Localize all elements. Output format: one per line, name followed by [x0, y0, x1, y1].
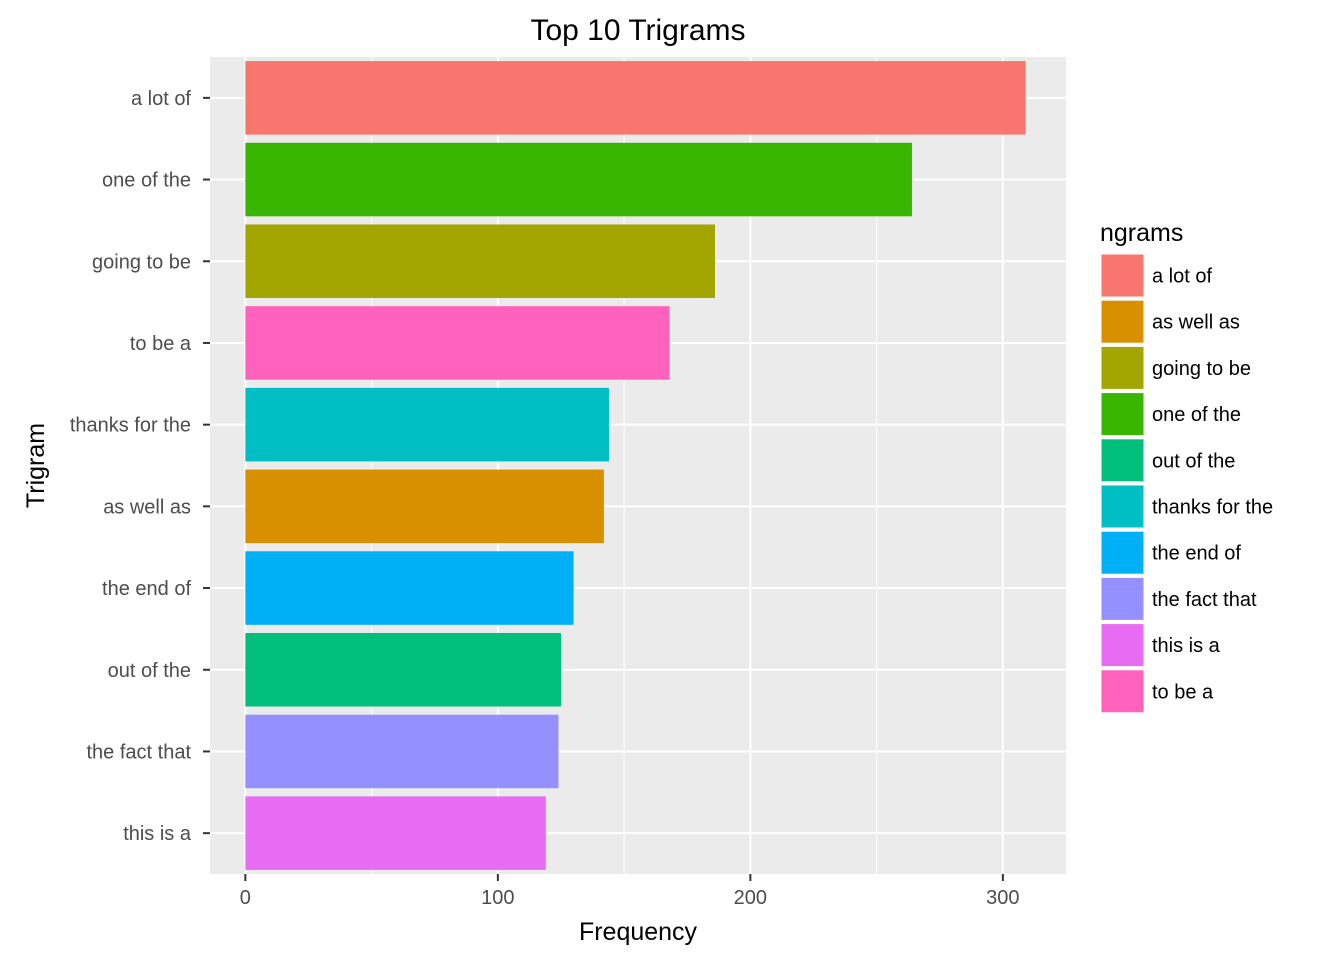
chart-title: Top 10 Trigrams	[530, 14, 745, 47]
legend-label: as well as	[1152, 312, 1240, 334]
x-tick-label: 300	[986, 887, 1019, 909]
y-axis: a lot of one of the going to be to be a than…	[70, 88, 210, 845]
legend-title: ngrams	[1100, 219, 1183, 247]
bar	[245, 387, 609, 462]
y-tick-label: out of the	[108, 660, 191, 682]
legend: ngrams a lot of as well as going to be one …	[1100, 219, 1273, 714]
y-axis-title: Trigram	[22, 423, 50, 508]
x-axis: 0 100 200 300	[240, 874, 1020, 909]
legend-label: to be a	[1152, 681, 1214, 703]
y-tick-label: as well as	[103, 496, 191, 518]
bars	[245, 61, 1026, 870]
bar	[245, 714, 559, 789]
x-axis-title: Frequency	[579, 918, 698, 946]
legend-swatch	[1100, 438, 1145, 483]
bar	[245, 632, 561, 707]
x-tick-label: 200	[734, 887, 767, 909]
legend-swatch	[1100, 669, 1145, 714]
legend-swatch	[1100, 576, 1145, 621]
legend-swatch	[1100, 392, 1145, 437]
legend-swatch	[1100, 253, 1145, 298]
legend-label: a lot of	[1152, 266, 1212, 288]
bar	[245, 61, 1026, 135]
y-tick-label: going to be	[92, 251, 191, 273]
bar	[245, 306, 670, 380]
legend-swatch	[1100, 530, 1145, 575]
legend-swatch	[1100, 484, 1145, 529]
y-tick-label: the fact that	[86, 741, 191, 763]
bar	[245, 551, 574, 625]
y-tick-label: the end of	[102, 578, 191, 600]
legend-swatch	[1100, 299, 1145, 344]
y-tick-label: thanks for the	[70, 415, 191, 437]
y-tick-label: a lot of	[131, 88, 191, 110]
y-tick-label: to be a	[130, 333, 192, 355]
legend-label: the end of	[1152, 543, 1241, 565]
legend-label: going to be	[1152, 358, 1251, 380]
legend-swatch	[1100, 345, 1145, 390]
bar	[245, 142, 912, 217]
legend-label: the fact that	[1152, 589, 1257, 611]
bar	[245, 469, 604, 544]
bar	[245, 224, 716, 299]
legend-label: thanks for the	[1152, 497, 1273, 519]
legend-swatch	[1100, 623, 1145, 668]
bar	[245, 796, 546, 870]
y-tick-label: one of the	[102, 170, 191, 192]
x-tick-label: 0	[240, 887, 251, 909]
legend-label: out of the	[1152, 450, 1235, 472]
x-tick-label: 100	[481, 887, 514, 909]
legend-label: this is a	[1152, 635, 1221, 657]
y-tick-label: this is a	[123, 823, 192, 845]
legend-label: one of the	[1152, 404, 1241, 426]
